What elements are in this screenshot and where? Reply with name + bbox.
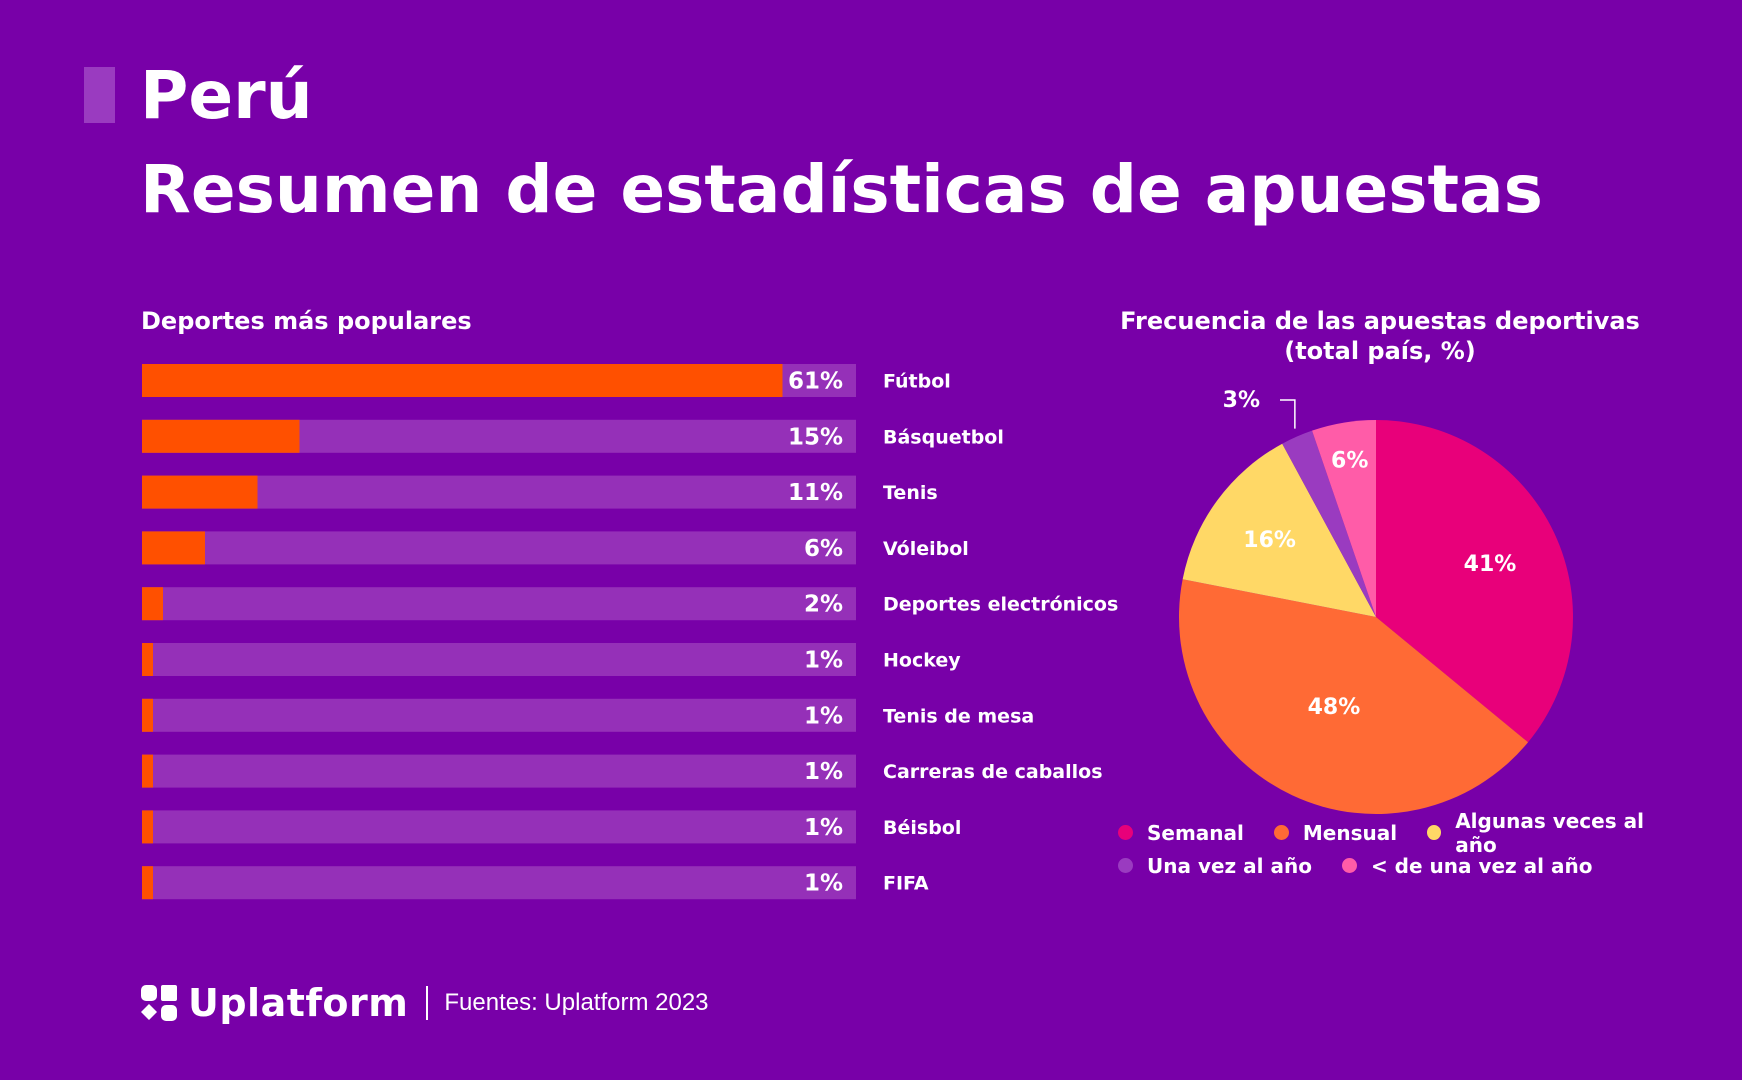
pie-slice-mensual (1178, 579, 1529, 814)
bar-track-carreras-de-caballos (142, 754, 856, 788)
legend-label-algunas-veces: Algunas veces al año (1455, 808, 1644, 857)
bar-hockey (142, 643, 153, 676)
bar-category-label: Carreras de caballos (883, 761, 1103, 783)
legend-row: Semanal Mensual Algunas veces al año (1118, 809, 1678, 857)
bar-futbol (142, 364, 783, 397)
pie-value-label: 41% (1464, 552, 1517, 577)
pie-slice-de-una-vez-al-ano (1312, 420, 1376, 617)
legend-swatch-semanal (1118, 825, 1133, 840)
pie-value-label: 6% (1331, 449, 1368, 474)
bar-value-label: 1% (804, 815, 843, 841)
bar-value-label: 1% (804, 703, 843, 729)
pie-slice-algunas-veces-al-ano (1182, 443, 1376, 617)
uplatform-logo-icon (141, 985, 177, 1021)
bar-track-voleibol (142, 531, 856, 565)
bar-value-label: 15% (788, 424, 843, 450)
pie-value-label: 3% (1223, 388, 1260, 413)
bar-category-label: Vóleibol (883, 538, 969, 560)
bar-carreras-de-caballos (142, 754, 153, 788)
bar-fifa (142, 866, 153, 900)
legend-swatch-mensual (1273, 825, 1289, 840)
bar-chart-title: Deportes más populares (141, 307, 472, 335)
legend-swatch-una-vez (1118, 858, 1133, 873)
bar-category-label: Fútbol (883, 371, 951, 393)
source-text: Fuentes: Uplatform 2023 (444, 989, 709, 1016)
bar-track-tenis (142, 475, 856, 509)
bar-track-fifa (142, 866, 856, 900)
bar-track-hockey (142, 643, 856, 676)
bar-tenis (142, 475, 258, 509)
bar-value-label: 11% (788, 480, 843, 506)
footer: Uplatform Fuentes: Uplatform 2023 (140, 980, 709, 1026)
legend-item-una-vez: Una vez al año (1118, 854, 1312, 878)
pie-chart-subtitle: (total país, %) (1284, 337, 1476, 365)
legend-label-mensual: Mensual (1302, 820, 1398, 845)
legend-item-algunas-veces: Algunas veces al año (1427, 809, 1678, 857)
bar-value-label: 1% (804, 648, 843, 674)
bar-category-label: FIFA (883, 873, 929, 895)
page-title-country: Perú (140, 57, 313, 134)
bar-beisbol (142, 810, 153, 844)
pie-chart-title-block: Frecuencia de las apuestas deportivas (t… (1100, 306, 1660, 366)
bar-voleibol (142, 531, 205, 565)
legend-row: Una vez al año < de una vez al año (1118, 849, 1678, 882)
pie-value-label: 48% (1308, 695, 1361, 720)
bar-category-label: Tenis (883, 482, 938, 504)
bar-value-label: 6% (804, 536, 843, 562)
brand-name: Uplatform (188, 981, 409, 1025)
bar-basquetbol (142, 419, 300, 453)
legend-label-menos-una-vez: < de una vez al año (1370, 853, 1593, 878)
page-title: Resumen de estadísticas de apuestas (140, 151, 1543, 228)
legend-item-menos-una-vez: < de una vez al año (1341, 853, 1593, 878)
legend-label-una-vez: Una vez al año (1147, 853, 1312, 878)
bar-tenis-de-mesa (142, 698, 153, 732)
legend-swatch-algunas-veces (1427, 825, 1442, 840)
bar-value-label: 61% (788, 369, 843, 395)
bar-deportes-electronicos (142, 587, 163, 621)
bar-category-label: Básquetbol (883, 426, 1004, 448)
bar-category-label: Hockey (883, 650, 961, 672)
bar-track-deportes-electronicos (142, 587, 856, 621)
bar-track-tenis-de-mesa (142, 698, 856, 732)
pie-chart-title: Frecuencia de las apuestas deportivas (1120, 307, 1640, 335)
bar-category-label: Deportes electrónicos (883, 594, 1118, 616)
legend-item-mensual: Mensual (1273, 820, 1398, 845)
bar-value-label: 1% (804, 759, 843, 785)
bar-value-label: 1% (804, 871, 843, 897)
bar-category-label: Béisbol (883, 817, 961, 839)
pie-leader-line (1280, 399, 1296, 429)
bar-category-label: Tenis de mesa (883, 705, 1034, 727)
bar-value-label: 2% (804, 592, 843, 618)
footer-divider (426, 986, 429, 1020)
pie-slice-semanal (1376, 420, 1573, 743)
legend-label-semanal: Semanal (1147, 820, 1244, 845)
legend-item-semanal: Semanal (1118, 821, 1244, 845)
legend-swatch-menos-una-vez (1341, 858, 1357, 873)
pie-value-label: 16% (1243, 528, 1296, 553)
bar-track-beisbol (142, 810, 856, 844)
pie-legend: Semanal Mensual Algunas veces al año Una… (1118, 809, 1678, 882)
title-accent-block (84, 67, 115, 123)
pie-slice-una-vez-al-ano (1282, 430, 1376, 617)
